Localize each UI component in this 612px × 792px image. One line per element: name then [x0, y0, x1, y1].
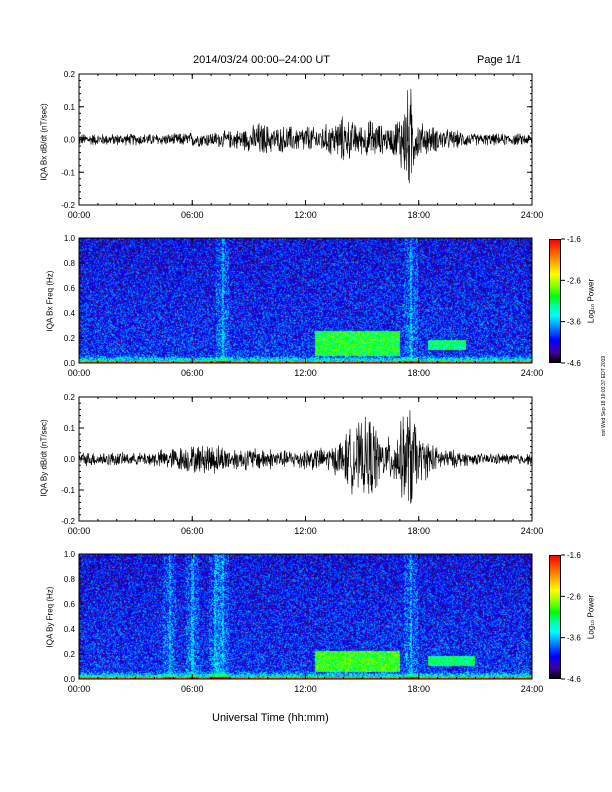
- x-tick-label: 12:00: [294, 210, 317, 220]
- y-tick-label: -0.2: [61, 201, 75, 210]
- y-tick-label: 0.0: [64, 455, 76, 464]
- y-tick-label: 0.4: [64, 309, 76, 318]
- y-tick-label: 0.2: [64, 650, 76, 659]
- y-tick-label: 0.2: [64, 334, 76, 343]
- y-tick-label: 0.6: [64, 600, 76, 609]
- colorbar-1: [549, 239, 561, 363]
- x-tick-label: 06:00: [181, 684, 204, 694]
- y-tick-label: -0.2: [61, 517, 75, 526]
- y-tick-label: 1.0: [64, 234, 76, 243]
- panel-2-frame: [78, 237, 533, 364]
- series-line: [78, 410, 533, 504]
- x-tick-label: 18:00: [407, 684, 430, 694]
- y-tick-label: 0.0: [64, 136, 76, 145]
- y-tick-label: 0.1: [64, 424, 76, 433]
- colorbar-tick-label: -4.6: [567, 359, 581, 368]
- spectrogram-by: [79, 554, 532, 679]
- x-tick-label: 12:00: [294, 368, 317, 378]
- plot-title: 2014/03/24 00:00–24:00 UT: [193, 54, 331, 66]
- colorbar-tick-label: -2.6: [567, 592, 581, 601]
- x-tick-label: 18:00: [407, 526, 430, 536]
- y-tick-label: 1.0: [64, 550, 76, 559]
- x-tick-label: 24:00: [521, 684, 544, 694]
- colorbar-tick-label: -4.6: [567, 675, 581, 684]
- series-line: [78, 88, 533, 184]
- y-tick-label: 0.8: [64, 575, 76, 584]
- colorbar-tick-label: -3.6: [567, 318, 581, 327]
- y-tick-label: 0.0: [64, 675, 76, 684]
- colorbar-tick-label: -3.6: [567, 634, 581, 643]
- x-tick-label: 06:00: [181, 368, 204, 378]
- x-tick-label: 24:00: [521, 526, 544, 536]
- y-tick-label: 0.1: [64, 103, 76, 112]
- x-tick-label: 06:00: [181, 526, 204, 536]
- colorbar-tick-label: -2.6: [567, 276, 581, 285]
- x-tick-label: 00:00: [68, 684, 91, 694]
- y-tick-label: -0.1: [61, 486, 75, 495]
- x-tick-label: 12:00: [294, 684, 317, 694]
- colorbar-tick-label: -1.6: [567, 235, 581, 244]
- panel-4-frame: [78, 553, 533, 680]
- y-tick-label: -0.1: [61, 168, 75, 177]
- colorbar-tick-label: -1.6: [567, 551, 581, 560]
- x-tick-label: 00:00: [68, 526, 91, 536]
- spectrogram-bx: [79, 238, 532, 363]
- x-tick-label: 00:00: [68, 368, 91, 378]
- x-tick-label: 18:00: [407, 368, 430, 378]
- x-axis-title: Universal Time (hh:mm): [212, 712, 329, 724]
- x-tick-label: 24:00: [521, 368, 544, 378]
- x-tick-label: 12:00: [294, 526, 317, 536]
- y-tick-label: 0.4: [64, 625, 76, 634]
- page-indicator: Page 1/1: [477, 54, 522, 66]
- y-tick-label: 0.2: [64, 70, 76, 79]
- y-tick-label: 0.8: [64, 259, 76, 268]
- y-tick-label: 0.0: [64, 359, 76, 368]
- x-tick-label: 24:00: [521, 210, 544, 220]
- x-tick-label: 00:00: [68, 210, 91, 220]
- y-tick-label: 0.2: [64, 393, 76, 402]
- x-tick-label: 18:00: [407, 210, 430, 220]
- y-tick-label: 0.6: [64, 284, 76, 293]
- colorbar-2: [549, 555, 561, 679]
- x-tick-label: 06:00: [181, 210, 204, 220]
